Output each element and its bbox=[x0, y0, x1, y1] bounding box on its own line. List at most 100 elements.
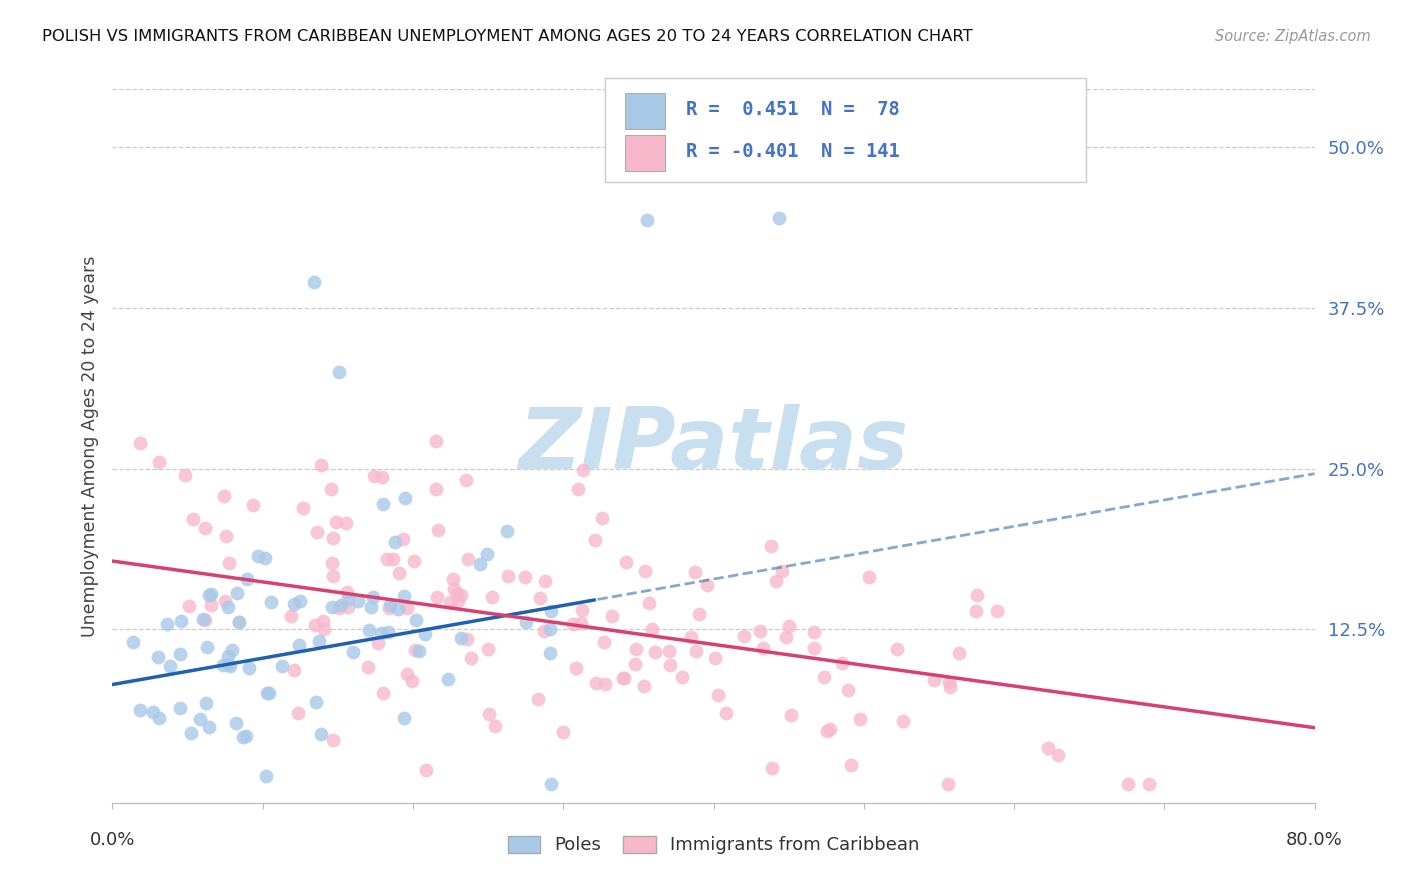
Point bbox=[624, 642, 647, 657]
Point bbox=[425, 434, 447, 448]
Point bbox=[447, 594, 470, 608]
Text: Source: ZipAtlas.com: Source: ZipAtlas.com bbox=[1215, 29, 1371, 45]
Point bbox=[156, 617, 179, 632]
Point bbox=[848, 712, 870, 726]
Point bbox=[484, 719, 506, 733]
Point bbox=[283, 597, 305, 611]
Point bbox=[778, 619, 800, 633]
Point bbox=[402, 554, 425, 568]
Point bbox=[770, 564, 793, 578]
Point bbox=[768, 211, 790, 225]
FancyBboxPatch shape bbox=[606, 78, 1087, 182]
Point bbox=[405, 613, 427, 627]
Point bbox=[287, 706, 309, 721]
Point bbox=[321, 482, 343, 496]
Point bbox=[283, 663, 305, 677]
Point bbox=[533, 624, 555, 638]
Text: ZIPatlas: ZIPatlas bbox=[519, 404, 908, 488]
Point bbox=[683, 566, 706, 580]
FancyBboxPatch shape bbox=[624, 135, 665, 170]
Point bbox=[128, 703, 150, 717]
Point bbox=[242, 498, 264, 512]
Point bbox=[217, 600, 239, 615]
Point bbox=[637, 596, 659, 610]
Point bbox=[342, 645, 364, 659]
Point bbox=[188, 712, 211, 726]
Point bbox=[322, 732, 344, 747]
Point bbox=[515, 570, 537, 584]
Point bbox=[225, 716, 247, 731]
Legend: Poles, Immigrants from Caribbean: Poles, Immigrants from Caribbean bbox=[501, 829, 927, 862]
Point bbox=[538, 622, 561, 636]
Point bbox=[813, 670, 835, 684]
Point bbox=[337, 592, 360, 607]
Point bbox=[613, 671, 636, 685]
Point bbox=[142, 705, 165, 719]
Point bbox=[292, 501, 315, 516]
Point bbox=[567, 482, 589, 496]
Point bbox=[803, 640, 825, 655]
Point bbox=[477, 641, 499, 656]
Point bbox=[322, 569, 344, 583]
Point bbox=[460, 651, 482, 665]
Point bbox=[658, 644, 681, 658]
Point bbox=[221, 642, 243, 657]
Point bbox=[146, 649, 169, 664]
Point bbox=[837, 682, 859, 697]
Point bbox=[394, 491, 416, 505]
Point bbox=[232, 730, 254, 744]
Point bbox=[173, 467, 195, 482]
Point bbox=[360, 600, 382, 615]
Point bbox=[219, 659, 242, 673]
Point bbox=[454, 474, 477, 488]
Point bbox=[585, 676, 607, 690]
Point bbox=[481, 590, 503, 604]
Point bbox=[515, 615, 537, 630]
Point bbox=[371, 470, 394, 484]
Point bbox=[254, 550, 277, 565]
Point bbox=[761, 761, 783, 775]
Point bbox=[569, 615, 592, 630]
Text: R =  0.451  N =  78: R = 0.451 N = 78 bbox=[686, 101, 900, 120]
Point bbox=[408, 643, 430, 657]
Point bbox=[378, 598, 401, 612]
Point bbox=[936, 776, 959, 790]
Point bbox=[191, 611, 214, 625]
Point bbox=[197, 720, 219, 734]
Point bbox=[382, 552, 405, 566]
Point bbox=[392, 589, 415, 603]
Point bbox=[922, 673, 945, 687]
Point bbox=[443, 582, 465, 597]
Point bbox=[612, 671, 634, 685]
Point bbox=[1139, 776, 1161, 790]
Point bbox=[375, 551, 398, 566]
Point bbox=[644, 645, 666, 659]
Y-axis label: Unemployment Among Ages 20 to 24 years: Unemployment Among Ages 20 to 24 years bbox=[80, 255, 98, 637]
Point bbox=[128, 435, 150, 450]
Point bbox=[439, 595, 461, 609]
Point bbox=[384, 535, 406, 549]
Text: 80.0%: 80.0% bbox=[1286, 831, 1343, 849]
Point bbox=[357, 624, 380, 638]
Point bbox=[235, 729, 257, 743]
Point bbox=[194, 521, 217, 535]
Point bbox=[257, 686, 280, 700]
Point bbox=[260, 595, 283, 609]
Point bbox=[238, 661, 260, 675]
Point bbox=[966, 589, 988, 603]
Point bbox=[304, 618, 326, 632]
Point bbox=[1116, 776, 1139, 790]
Point bbox=[446, 587, 468, 601]
Point bbox=[426, 590, 449, 604]
Point bbox=[538, 646, 561, 660]
Point bbox=[679, 631, 702, 645]
Point bbox=[571, 602, 593, 616]
Point bbox=[198, 588, 221, 602]
Point bbox=[765, 574, 787, 589]
Point bbox=[321, 599, 343, 614]
Point bbox=[305, 524, 328, 539]
Point bbox=[427, 524, 450, 538]
Point bbox=[831, 656, 853, 670]
Point bbox=[328, 365, 350, 379]
Point bbox=[671, 670, 693, 684]
